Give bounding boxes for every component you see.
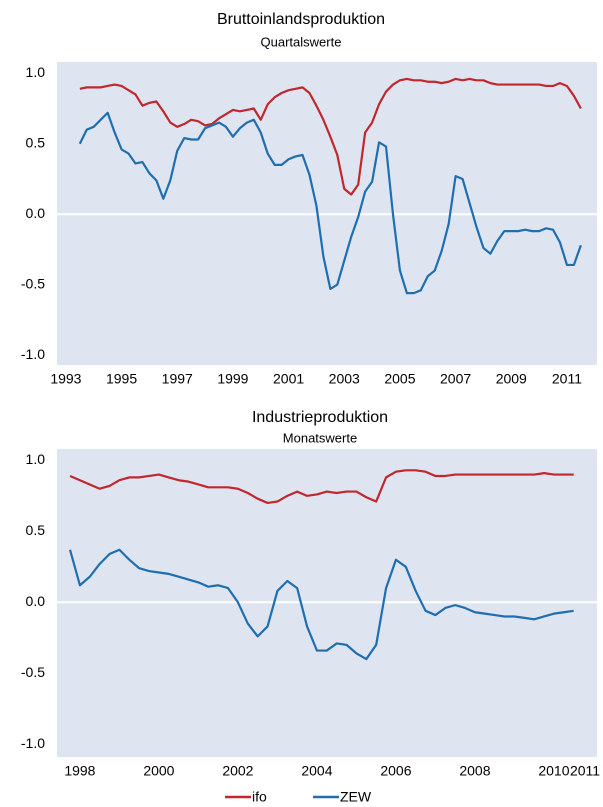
x-tick-label: 2004 — [301, 763, 332, 779]
x-tick-label: 2005 — [384, 371, 415, 387]
chart-subtitle: Quartalswerte — [261, 34, 342, 49]
legend-label: ZEW — [340, 789, 372, 805]
y-tick-label: 0.5 — [26, 522, 46, 538]
x-tick-label: 2009 — [496, 371, 527, 387]
x-tick-label: 2002 — [222, 763, 253, 779]
x-tick-label: 2001 — [273, 371, 304, 387]
y-tick-label: 0.0 — [26, 205, 46, 221]
y-tick-label: -0.5 — [21, 275, 45, 291]
y-tick-label: 1.0 — [26, 64, 46, 80]
x-tick-label: 2008 — [459, 763, 490, 779]
chart-title: Bruttoinlandsproduktion — [217, 11, 385, 28]
x-tick-label: 1998 — [64, 763, 95, 779]
x-tick-label: 1999 — [217, 371, 248, 387]
y-tick-label: 0.5 — [26, 134, 46, 150]
y-tick-label: 0.0 — [26, 593, 46, 609]
x-tick-label: 2000 — [143, 763, 174, 779]
x-tick-label: 1995 — [106, 371, 137, 387]
x-tick-label: 2003 — [329, 371, 360, 387]
x-tick-label: 2010 — [538, 763, 569, 779]
x-tick-label: 1993 — [50, 371, 81, 387]
series-line — [68, 548, 574, 661]
x-tick-label: 2006 — [380, 763, 411, 779]
chart-subtitle: Monatswerte — [283, 430, 357, 445]
y-tick-label: -0.5 — [21, 664, 45, 680]
x-tick-label: 2011 — [552, 371, 582, 387]
series-line — [69, 469, 574, 505]
legend-label: ifo — [252, 789, 267, 805]
y-tick-label: -1.0 — [21, 735, 45, 751]
series-line — [78, 111, 582, 295]
chart-title: Industrieproduktion — [252, 409, 388, 426]
x-tick-label: 1997 — [162, 371, 193, 387]
y-tick-label: 1.0 — [26, 451, 46, 467]
y-tick-label: -1.0 — [21, 346, 45, 362]
x-tick-label: 2011 — [570, 763, 600, 779]
x-tick-label: 2007 — [440, 371, 471, 387]
series-line — [79, 77, 582, 196]
